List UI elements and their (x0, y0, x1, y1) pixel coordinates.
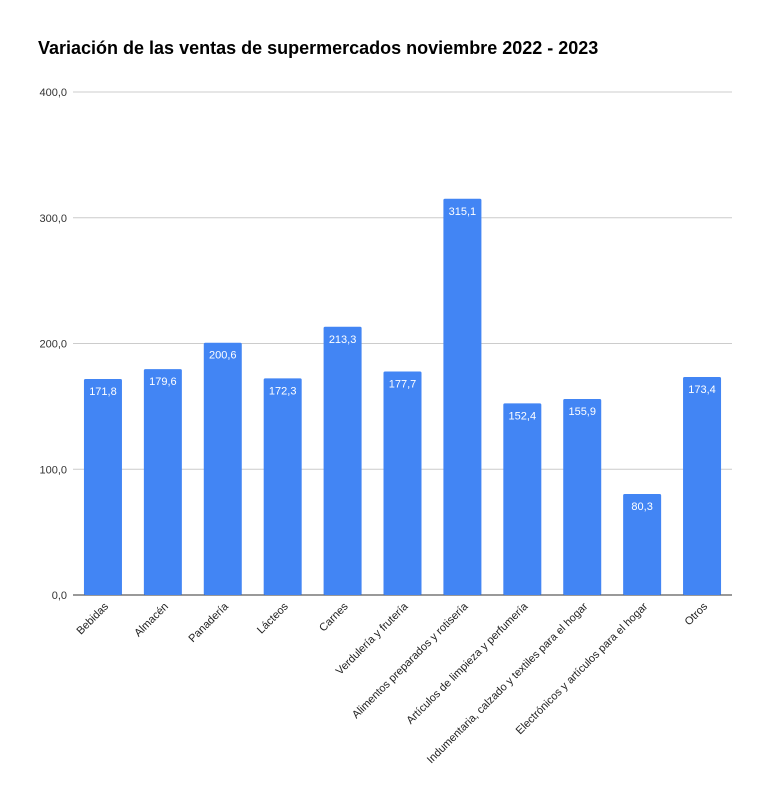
x-tick-label: Artículos de limpieza y perfumería (404, 600, 531, 727)
bar (263, 378, 302, 595)
bar (443, 198, 482, 595)
data-label: 80,3 (631, 501, 652, 513)
y-tick-label: 100,0 (39, 464, 67, 476)
data-label: 171,8 (89, 386, 117, 398)
bar (143, 369, 182, 595)
bar (203, 342, 242, 595)
x-tick-label: Electrónicos y artículos para el hogar (514, 600, 651, 737)
x-tick-label: Almacén (132, 601, 171, 640)
bars (83, 198, 722, 595)
bar (383, 371, 422, 595)
x-tick-label: Carnes (317, 600, 351, 634)
data-label: 173,4 (688, 384, 716, 396)
bar (563, 398, 602, 595)
x-tick-label: Bebidas (74, 600, 111, 637)
y-tick-label: 200,0 (39, 339, 67, 351)
data-label: 152,4 (509, 410, 537, 422)
chart-title: Variación de las ventas de supermercados… (38, 38, 599, 58)
y-tick-label: 400,0 (39, 87, 67, 99)
y-tick-label: 300,0 (39, 213, 67, 225)
bar (683, 376, 722, 595)
y-tick-label: 0,0 (52, 590, 67, 602)
x-tick-label: Alimentos preparados y rotisería (350, 600, 471, 721)
bar (83, 378, 122, 595)
x-tick-label: Lácteos (255, 600, 291, 636)
data-label: 155,9 (568, 406, 596, 418)
data-label: 172,3 (269, 385, 297, 397)
data-label: 179,6 (149, 376, 177, 388)
x-tick-label: Panadería (187, 600, 232, 645)
data-label: 177,7 (389, 379, 417, 391)
bar (623, 494, 662, 595)
data-label: 315,1 (449, 206, 477, 218)
data-label: 213,3 (329, 334, 357, 346)
labels: 0,0 100,0 200,0 300,0 400,0 171,8 Bebidas 179,6… (39, 87, 715, 766)
bar (323, 326, 362, 595)
x-tick-label: Otros (683, 600, 711, 628)
data-label: 200,6 (209, 350, 237, 362)
bar (503, 403, 542, 595)
